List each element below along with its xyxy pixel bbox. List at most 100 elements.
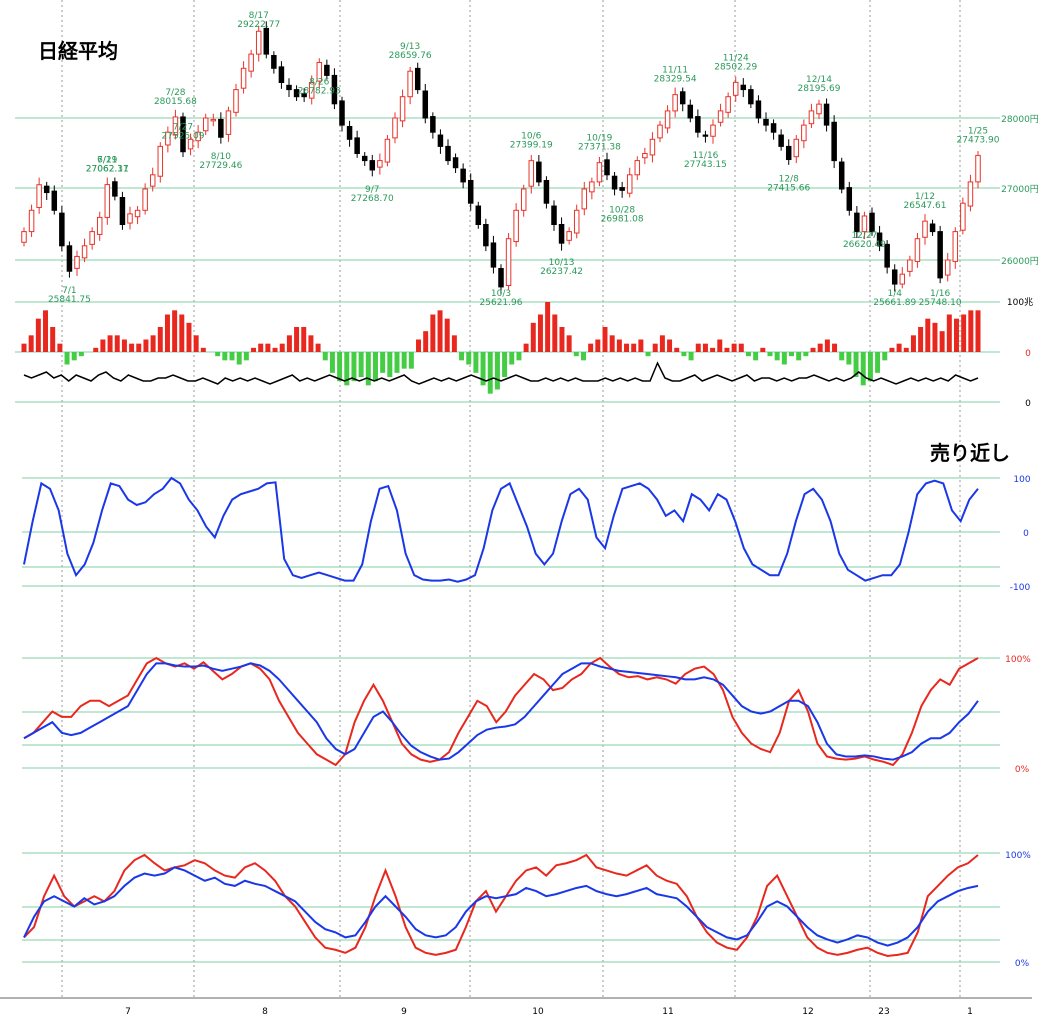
annotation-date: 11/24 [723, 53, 749, 63]
candle-body [740, 84, 747, 91]
histogram-bar [50, 327, 56, 352]
histogram-bar [322, 352, 328, 361]
candle-body [642, 153, 648, 159]
histogram-bar [939, 331, 945, 352]
candle-body [551, 205, 557, 225]
candle-body [180, 116, 186, 153]
histogram-bar [832, 343, 838, 352]
histogram-bar [803, 352, 809, 357]
volume-histogram [21, 302, 981, 394]
annotation-value: 28015.68 [154, 97, 197, 107]
histogram-bar [731, 343, 737, 352]
annotation-value: 27399.19 [510, 141, 553, 151]
annotation-value: 28782.93 [298, 86, 341, 96]
histogram-bar [150, 335, 156, 352]
candle-body [96, 216, 103, 235]
candle-body [960, 202, 966, 231]
candle-body [293, 89, 300, 98]
histogram-bar [380, 352, 386, 373]
candle-body [142, 188, 148, 211]
annotation-value: 25841.75 [48, 295, 91, 305]
annotation-date: 9/7 [365, 185, 379, 195]
histogram-bar [846, 352, 852, 365]
histogram-bar [953, 318, 959, 352]
histogram-bar [702, 343, 708, 352]
histogram-bar [100, 339, 106, 352]
candle-body [339, 100, 345, 126]
candle-body [846, 187, 853, 211]
histogram-bar [753, 352, 759, 361]
candle-body [679, 91, 686, 105]
candle-body [755, 100, 762, 119]
annotation-date: 8/26 [309, 77, 329, 87]
candle-body [861, 215, 868, 233]
candle-body [467, 179, 474, 204]
histogram-bar [652, 343, 658, 352]
stochastic-2-series [23, 853, 979, 957]
candle-body [104, 184, 111, 218]
histogram-bar [631, 343, 637, 352]
histogram-bar [588, 343, 594, 352]
candle-body [369, 160, 376, 171]
candle-body [876, 232, 883, 247]
candle-body [324, 64, 330, 76]
annotation-value: 27729.46 [199, 161, 242, 171]
volume-tick-label: 0 [1025, 399, 1031, 409]
annotation-date: 12/27 [851, 231, 877, 241]
histogram-bar [738, 343, 744, 352]
annotation-date: 10/6 [521, 132, 541, 142]
oscillator-tick-label: 100 [1013, 475, 1030, 485]
candle-body [377, 160, 383, 168]
histogram-bar [480, 352, 486, 386]
candle-body [437, 134, 444, 147]
annotation-date: 8/17 [249, 11, 269, 21]
annotation-value: 28329.54 [654, 75, 697, 85]
candle-body [687, 104, 694, 119]
histogram-bar [301, 327, 307, 352]
month-label: 10 [532, 1007, 544, 1017]
candle-body [763, 118, 769, 126]
candle-body [248, 53, 254, 72]
histogram-bar [21, 343, 27, 352]
candle-body [854, 212, 860, 233]
histogram-bar [179, 314, 185, 352]
histogram-bar [839, 352, 845, 361]
candle-body [149, 174, 156, 187]
candle-body [28, 209, 35, 233]
histogram-bar [351, 352, 357, 382]
candle-body [112, 181, 118, 197]
histogram-bar [624, 343, 630, 352]
candle-body [558, 224, 565, 244]
annotation-date: 7/27 [173, 123, 193, 133]
annotation-value: 25661.89 [873, 298, 916, 308]
histogram-bar [43, 310, 49, 352]
histogram-bar [416, 339, 422, 352]
histogram-bar [638, 339, 644, 352]
candle-body [816, 103, 822, 115]
candle-body [717, 110, 724, 123]
month-label: 12 [802, 1007, 813, 1017]
histogram-bar [860, 352, 866, 386]
annotation-value: 28659.76 [389, 51, 432, 61]
candle-body [649, 138, 656, 156]
histogram-bar [215, 352, 221, 357]
annotation-value: 28502.29 [714, 62, 757, 72]
histogram-bar [918, 327, 924, 352]
candle-body [725, 96, 731, 113]
stochastic-1-tick-label: 0% [1015, 765, 1030, 775]
annotation-value: 27743.15 [684, 160, 727, 170]
candle-body [907, 259, 913, 272]
histogram-bar [695, 343, 701, 352]
histogram-bar [674, 347, 680, 352]
annotation-value: 29222.77 [237, 20, 280, 30]
annotation-date: 8/10 [211, 152, 231, 162]
histogram-bar [308, 335, 314, 352]
candle-body [301, 93, 307, 98]
candle-body [354, 137, 360, 155]
candle-body [929, 223, 936, 233]
stochastic-1-blue-line [23, 662, 979, 761]
candle-body [778, 134, 784, 147]
candle-body [278, 66, 285, 83]
candle-body [119, 197, 126, 226]
histogram-bar [932, 322, 938, 352]
